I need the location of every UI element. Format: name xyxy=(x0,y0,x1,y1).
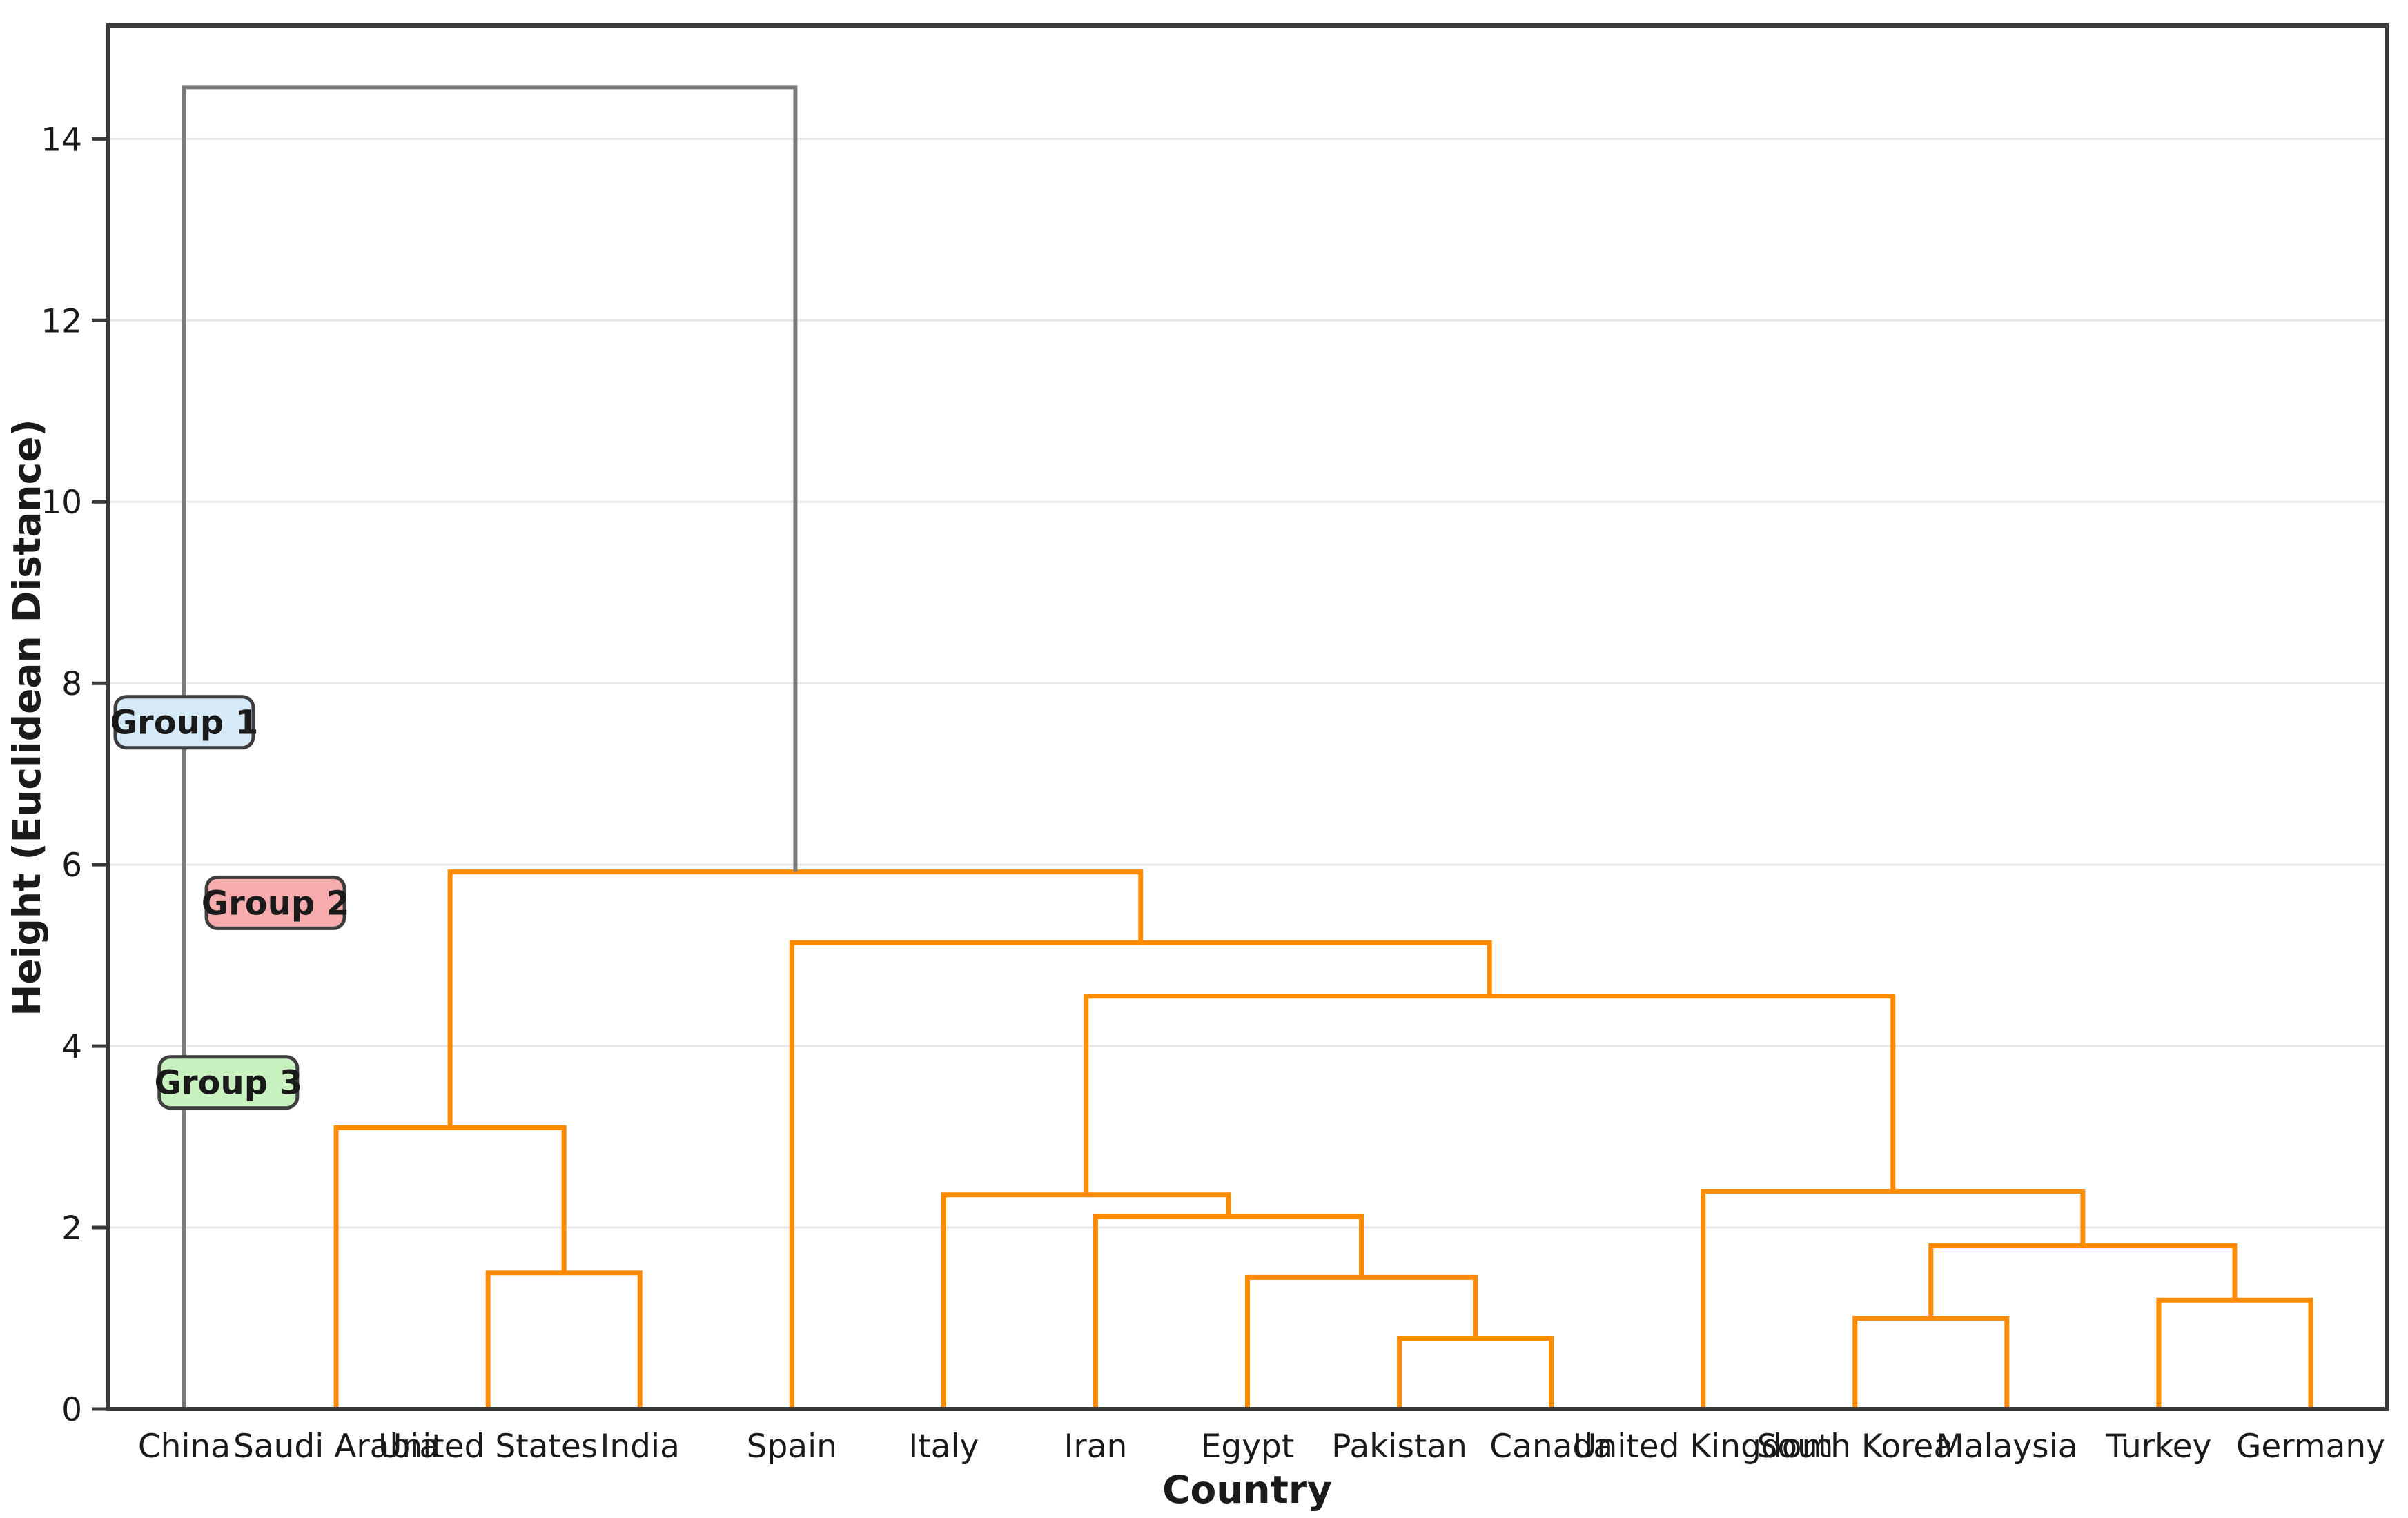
x-category-label: Canada xyxy=(1489,1428,1613,1466)
x-category-label: India xyxy=(600,1428,680,1466)
x-category-label: Saudi Arabia xyxy=(233,1428,439,1466)
link xyxy=(1093,1214,1364,1409)
link xyxy=(941,1192,1231,1409)
link xyxy=(1701,1188,2086,1409)
group-annotation-label: Group 1 xyxy=(110,704,259,742)
y-tick-label: 0 xyxy=(61,1391,82,1429)
gridlines xyxy=(108,137,2387,1410)
y-tick-label: 10 xyxy=(41,484,82,522)
group-annotation-label: Group 3 xyxy=(154,1064,302,1103)
y-tick-label: 12 xyxy=(41,302,82,340)
y-axis-title: Height (Euclidean Distance) xyxy=(5,419,49,1016)
link xyxy=(2156,1297,2313,1409)
link xyxy=(1397,1335,1554,1409)
x-category-label: Pakistan xyxy=(1331,1428,1467,1466)
x-axis-title: Country xyxy=(1162,1468,1332,1512)
y-tick-label: 2 xyxy=(61,1210,82,1248)
y-tick-label: 8 xyxy=(61,665,82,703)
plot-border xyxy=(106,23,2389,1411)
link-root-gray xyxy=(182,85,798,1409)
x-category-label: Italy xyxy=(908,1428,979,1466)
group-annotation-label: Group 2 xyxy=(202,884,350,923)
link xyxy=(447,869,1144,1128)
x-category-label: Egypt xyxy=(1201,1428,1295,1466)
link xyxy=(1852,1316,2010,1409)
y-tick-label: 6 xyxy=(61,847,82,885)
dendrogram-links xyxy=(182,85,2313,1409)
y-tick-label: 4 xyxy=(61,1028,82,1066)
link xyxy=(333,1125,567,1409)
x-category-label: South Korea xyxy=(1756,1428,1953,1466)
link xyxy=(1928,1243,2238,1319)
link xyxy=(789,940,1492,1409)
y-axis-ticks: 0 2 4 6 8 10 12 14 xyxy=(41,121,108,1429)
link xyxy=(1084,994,1896,1195)
link xyxy=(485,1270,643,1409)
x-category-label: Turkey xyxy=(2105,1428,2211,1466)
y-tick-label: 14 xyxy=(41,121,82,159)
group-annotation-box xyxy=(157,1055,300,1110)
group-annotations: Group 1 Group 2 Group 3 xyxy=(110,695,350,1110)
link xyxy=(1244,1274,1478,1409)
x-category-label: United States xyxy=(378,1428,598,1466)
group-annotation-box xyxy=(204,875,346,930)
x-category-label: Spain xyxy=(747,1428,837,1466)
x-category-label: Germany xyxy=(2236,1428,2385,1466)
x-category-label: Malaysia xyxy=(1936,1428,2077,1466)
group-annotation-box xyxy=(113,695,255,750)
x-category-label: Iran xyxy=(1064,1428,1128,1466)
x-category-label: United Kingdom xyxy=(1573,1428,1833,1466)
x-category-label: China xyxy=(138,1428,231,1466)
